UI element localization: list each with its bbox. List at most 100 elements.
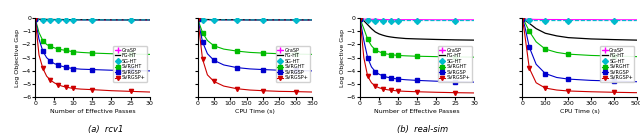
SG-HT — [66, 19, 74, 21]
FG-HT — [375, 33, 383, 35]
FG-HT — [62, 19, 70, 20]
SG-HT — [364, 20, 371, 21]
GraSP — [204, 19, 211, 20]
Line: FG-HT: FG-HT — [360, 19, 474, 40]
SVRGHT — [194, 18, 202, 20]
SVRGSP+ — [451, 92, 459, 94]
SVRGSP+ — [54, 84, 62, 86]
SVRGSP — [383, 76, 390, 78]
Line: GraSP: GraSP — [195, 17, 315, 23]
SVRGSP+ — [308, 91, 316, 93]
SVRGSP+ — [525, 67, 533, 69]
SG-HT — [413, 20, 421, 21]
SVRGSP — [387, 77, 394, 79]
FG-HT — [292, 19, 300, 21]
SVRGSP+ — [39, 67, 47, 69]
GraSP — [532, 18, 540, 20]
SVRGHT — [292, 53, 300, 55]
SG-HT — [108, 19, 115, 21]
SVRGHT — [259, 52, 267, 54]
SVRGSP+ — [66, 87, 74, 89]
SVRGSP — [371, 71, 379, 72]
FG-HT — [379, 34, 387, 36]
SG-HT — [610, 20, 618, 21]
SVRGSP — [259, 69, 267, 70]
SG-HT — [379, 20, 387, 21]
SVRGSP — [367, 66, 375, 68]
SVRGSP — [360, 40, 367, 41]
SVRGSP+ — [402, 90, 410, 92]
SVRGSP — [51, 63, 58, 64]
SG-HT — [220, 19, 228, 21]
SVRGSP+ — [194, 18, 202, 20]
SG-HT — [146, 19, 154, 21]
SVRGHT — [233, 50, 241, 52]
FG-HT — [390, 37, 398, 38]
SG-HT — [194, 18, 202, 20]
SVRGSP — [433, 80, 440, 82]
GraSP — [292, 19, 300, 21]
SVRGSP+ — [195, 30, 203, 32]
SVRGSP — [470, 81, 478, 83]
SG-HT — [31, 18, 39, 20]
FG-HT — [433, 39, 440, 40]
GraSP — [610, 19, 618, 21]
SG-HT — [77, 19, 84, 21]
SVRGSP — [43, 57, 51, 59]
SG-HT — [402, 20, 410, 21]
SG-HT — [532, 20, 540, 21]
SG-HT — [35, 19, 43, 21]
SVRGSP+ — [375, 87, 383, 89]
SVRGSP — [402, 79, 410, 81]
SVRGSP — [70, 68, 77, 69]
FG-HT — [220, 19, 228, 21]
GraSP — [35, 19, 43, 20]
FG-HT — [108, 19, 115, 21]
SG-HT — [88, 19, 96, 21]
Line: SVRGSP: SVRGSP — [33, 17, 152, 73]
GraSP — [308, 19, 316, 21]
SVRGSP — [77, 68, 84, 70]
Line: SG-HT: SG-HT — [358, 17, 476, 23]
SVRGSP — [308, 70, 316, 72]
SVRGSP+ — [47, 79, 54, 81]
SG-HT — [387, 20, 394, 21]
GraSP — [54, 19, 62, 20]
FG-HT — [525, 23, 533, 24]
GraSP — [66, 19, 74, 21]
GraSP — [521, 18, 529, 20]
GraSP — [379, 19, 387, 20]
SG-HT — [375, 20, 383, 21]
SVRGHT — [47, 46, 54, 47]
SVRGHT — [610, 55, 618, 57]
GraSP — [588, 19, 595, 20]
GraSP — [402, 19, 410, 20]
GraSP — [198, 19, 206, 20]
FG-HT — [356, 18, 364, 20]
SVRGHT — [58, 49, 66, 51]
Line: SVRGSP+: SVRGSP+ — [358, 17, 476, 95]
SVRGSP+ — [356, 18, 364, 20]
SVRGHT — [66, 50, 74, 52]
SVRGSP — [198, 41, 206, 43]
SVRGHT — [525, 30, 533, 32]
SVRGHT — [35, 32, 43, 33]
GraSP — [127, 19, 134, 21]
SG-HT — [259, 19, 267, 21]
SVRGHT — [521, 21, 529, 23]
SVRGSP — [210, 59, 218, 61]
SVRGSP — [62, 66, 70, 68]
GraSP — [525, 18, 533, 20]
FG-HT — [387, 36, 394, 38]
SVRGSP+ — [413, 91, 421, 93]
GraSP — [383, 19, 390, 20]
SVRGSP+ — [146, 91, 154, 93]
FG-HT — [275, 19, 283, 21]
Line: GraSP: GraSP — [520, 16, 639, 23]
SG-HT — [210, 19, 218, 21]
GraSP — [390, 19, 398, 20]
SVRGSP — [564, 78, 572, 80]
SVRGSP+ — [553, 89, 561, 91]
SVRGSP — [375, 73, 383, 75]
SG-HT — [564, 20, 572, 21]
